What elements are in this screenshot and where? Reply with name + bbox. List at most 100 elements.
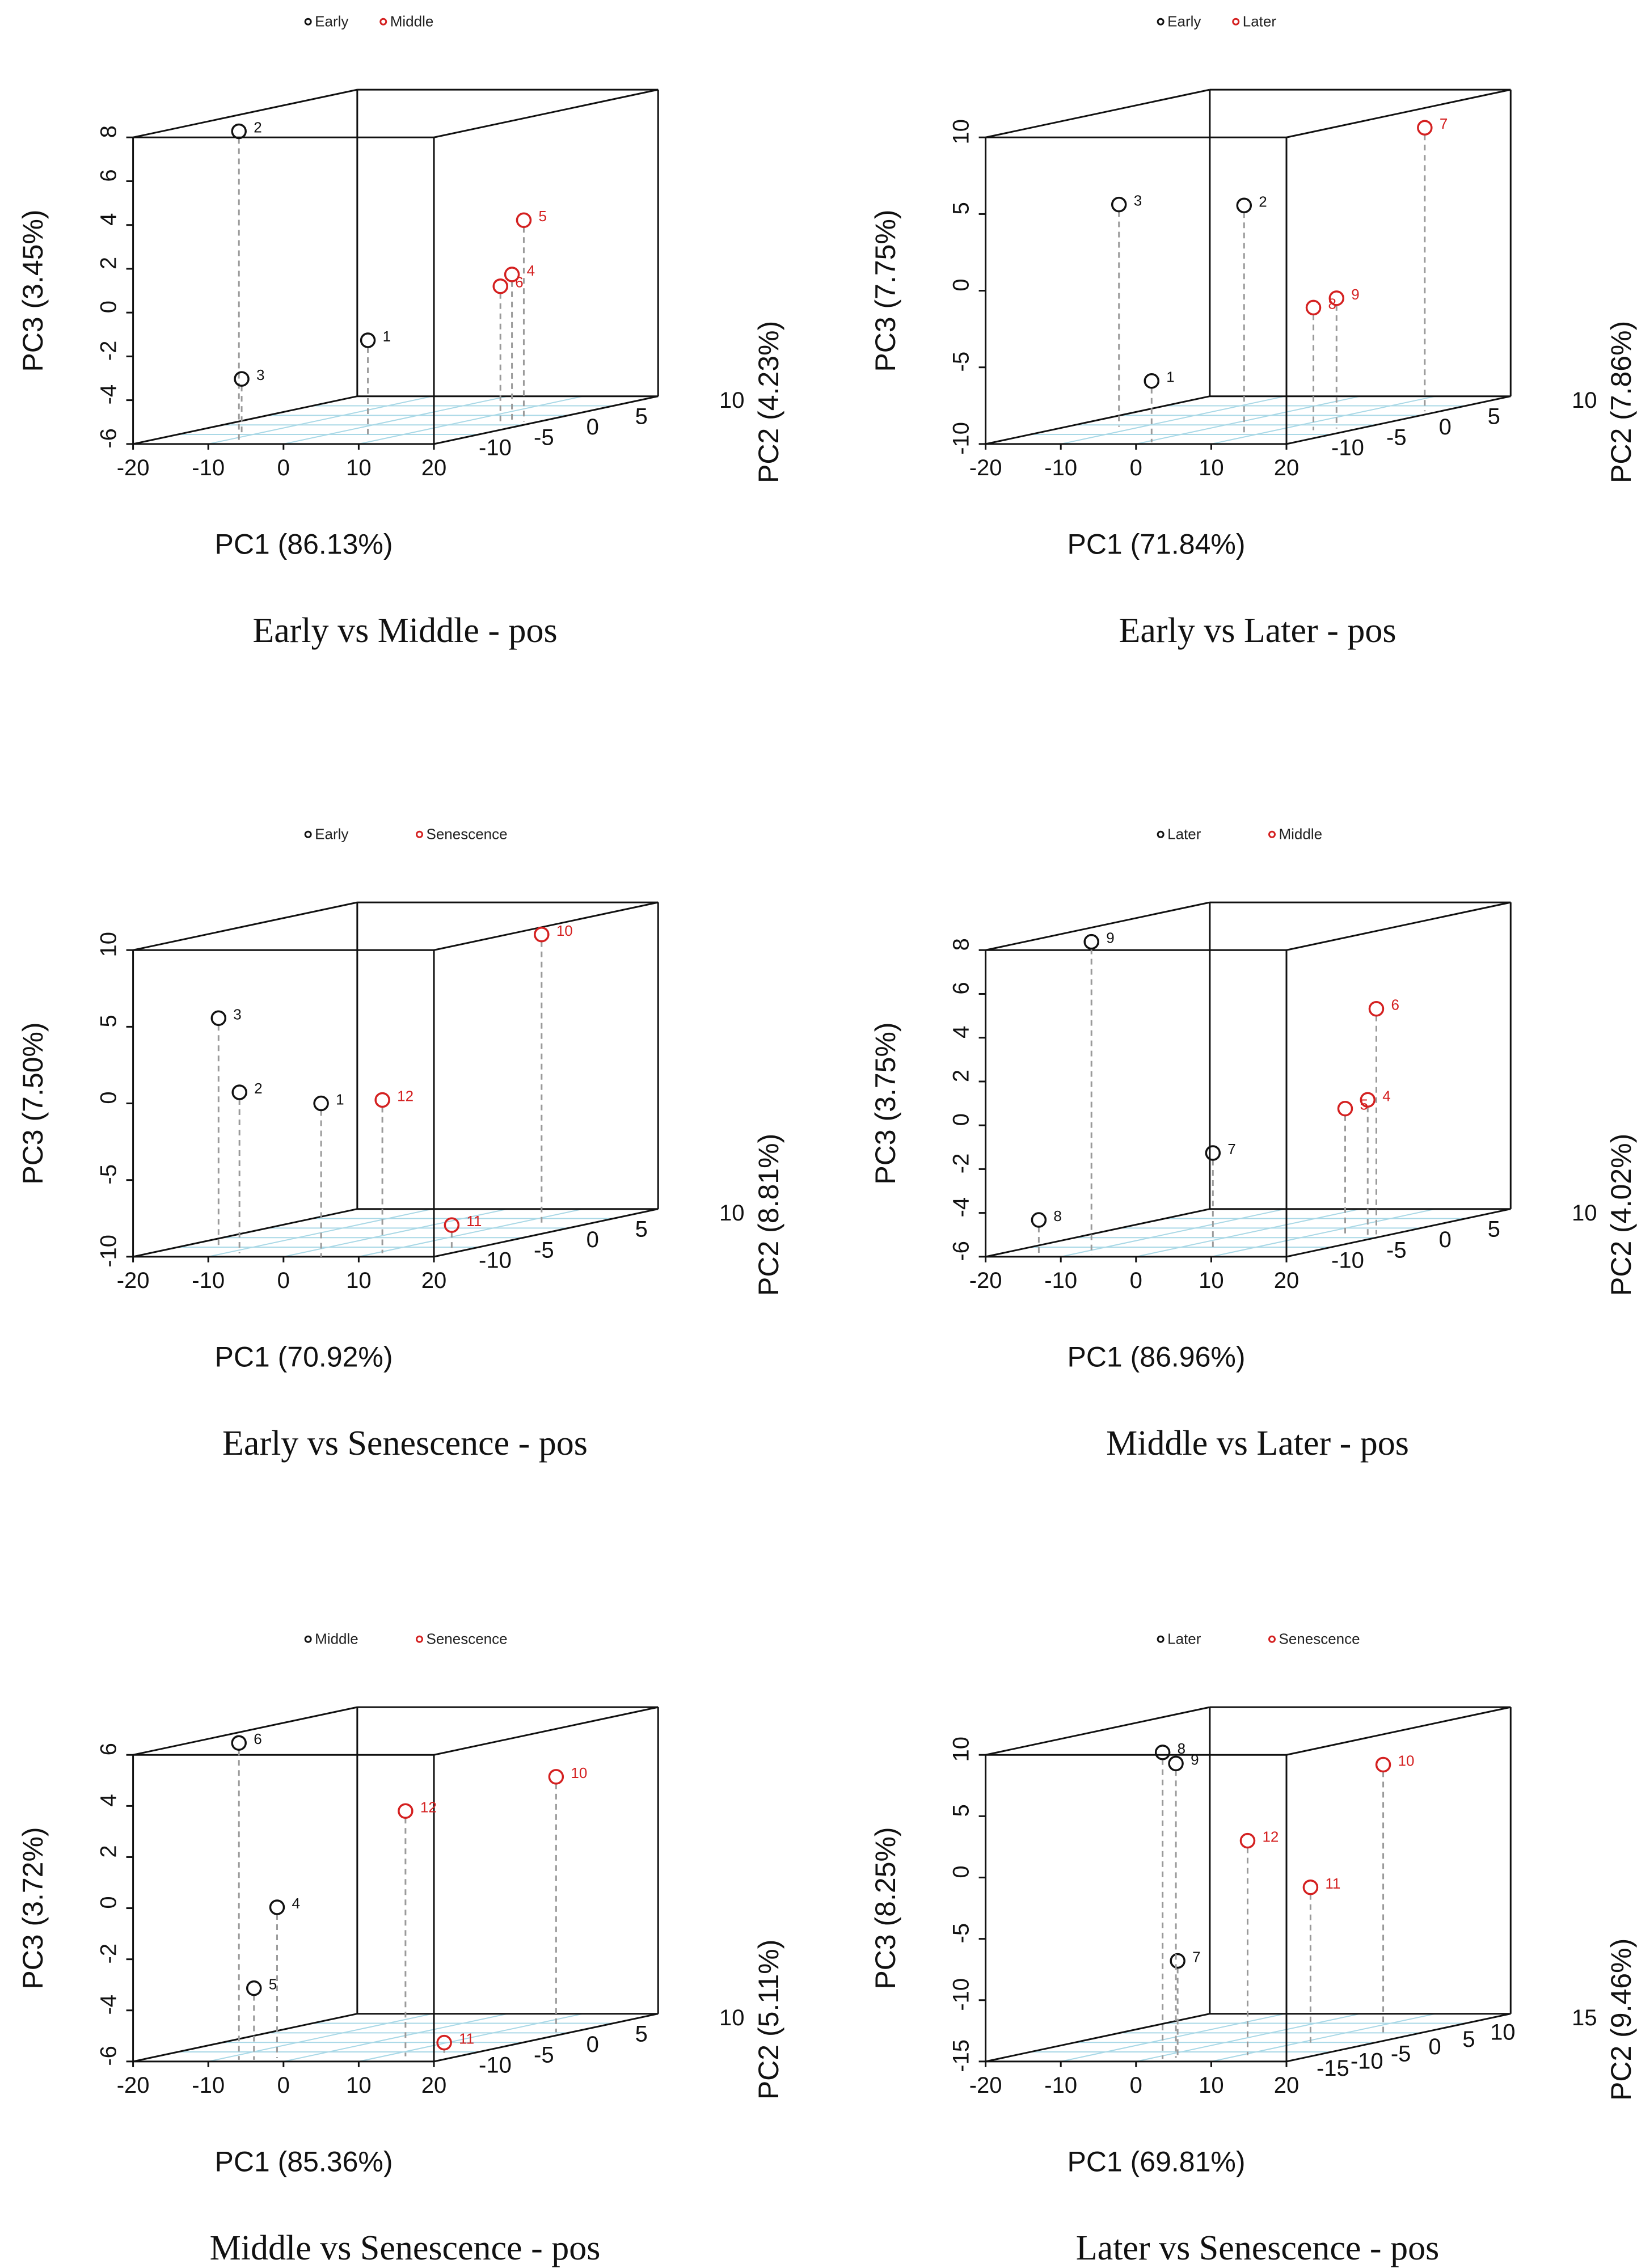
legend-marker-1 bbox=[1157, 1635, 1165, 1643]
panel-title: Later vs Senescence - pos bbox=[1076, 2229, 1439, 2267]
y-tick-label: 10 bbox=[719, 1201, 745, 1226]
box-edge bbox=[433, 88, 659, 138]
x-tick-label: -10 bbox=[192, 2073, 225, 2098]
box-edge bbox=[1286, 88, 1511, 138]
y-axis-label: PC2 (7.86%) bbox=[1605, 321, 1637, 483]
plot-box bbox=[132, 88, 659, 445]
point-2 bbox=[1236, 197, 1252, 214]
legend-marker-1 bbox=[304, 1635, 312, 1643]
floor-grid bbox=[985, 395, 1511, 445]
x-axis-label: PC1 (69.81%) bbox=[1067, 2146, 1245, 2178]
point-3 bbox=[1111, 196, 1127, 213]
z-tick-label: 6 bbox=[949, 982, 974, 994]
x-tick-label: -10 bbox=[192, 455, 225, 480]
box-edge bbox=[133, 88, 358, 138]
point-label-5: 5 bbox=[269, 1976, 277, 1993]
box-edge bbox=[433, 395, 659, 445]
z-tick-label: 4 bbox=[949, 1026, 974, 1038]
grid-line bbox=[283, 395, 508, 445]
y-tick-label: 10 bbox=[719, 2005, 745, 2030]
z-tick-label: 10 bbox=[96, 932, 121, 957]
x-tick-label: 0 bbox=[1130, 1268, 1142, 1293]
floor-grid bbox=[133, 1208, 659, 1257]
grid-line bbox=[283, 2013, 508, 2062]
y-tick-label: 0 bbox=[1439, 415, 1452, 440]
point-label-3: 3 bbox=[233, 1006, 241, 1023]
point-label-10: 10 bbox=[556, 922, 573, 939]
z-tick-label: 5 bbox=[949, 1804, 974, 1817]
x-tick-label: 0 bbox=[277, 455, 290, 480]
x-tick-label: 20 bbox=[421, 1268, 447, 1293]
z-tick-label: -5 bbox=[949, 352, 974, 372]
point-6 bbox=[492, 278, 508, 294]
x-tick-label: 0 bbox=[277, 2073, 290, 2098]
data-points: 7 89 10 11 12 bbox=[1154, 1740, 1415, 2059]
point-5 bbox=[1337, 1100, 1353, 1117]
point-label-2: 2 bbox=[254, 1080, 262, 1097]
grid-line bbox=[1060, 1208, 1285, 1257]
box-edge bbox=[985, 395, 1210, 445]
z-tick-label: -10 bbox=[949, 422, 974, 455]
x-tick-label: 10 bbox=[346, 455, 372, 480]
x-tick-label: 20 bbox=[1274, 1268, 1300, 1293]
plot-box bbox=[985, 1706, 1512, 2063]
point-label-9: 9 bbox=[1351, 286, 1359, 303]
data-points: 4 5 6 10 11 12 bbox=[231, 1730, 587, 2060]
x-tick-label: 10 bbox=[346, 1268, 372, 1293]
point-label-7: 7 bbox=[1227, 1141, 1235, 1158]
x-tick-label: -20 bbox=[969, 2073, 1002, 2098]
point-11 bbox=[1302, 1880, 1319, 1895]
x-axis-label: PC1 (71.84%) bbox=[1067, 529, 1245, 560]
point-label-11: 11 bbox=[459, 2030, 474, 2047]
z-tick-label: 0 bbox=[96, 301, 121, 313]
x-tick-label: 20 bbox=[421, 2073, 447, 2098]
y-tick-label: 0 bbox=[587, 1227, 599, 1252]
panel-title: Middle vs Senescence - pos bbox=[210, 2229, 601, 2267]
box-edge bbox=[133, 1706, 358, 1756]
point-label-10: 10 bbox=[1398, 1752, 1415, 1769]
box-edge bbox=[985, 2013, 1210, 2063]
legend-marker-1 bbox=[1157, 830, 1165, 838]
y-axis-label: PC2 (8.81%) bbox=[753, 1134, 784, 1296]
y-tick-label: -5 bbox=[1386, 1238, 1407, 1262]
z-axis: -6 -4 -2 0 2 4 6 PC3 (3.72%) bbox=[17, 1743, 133, 2066]
legend-label-2: Senescence bbox=[427, 1630, 508, 1647]
point-4 bbox=[269, 1899, 285, 1915]
z-tick-label: -4 bbox=[96, 1995, 121, 2015]
floor-grid bbox=[985, 1208, 1511, 1257]
y-axis-label: PC2 (5.11%) bbox=[753, 1940, 784, 2100]
point-label-3: 3 bbox=[256, 366, 264, 383]
point-label-4: 4 bbox=[292, 1895, 299, 1912]
z-axis-label: PC3 (3.75%) bbox=[870, 1022, 901, 1184]
z-axis: -6 -4 -2 0 2 4 6 8 PC3 (3.75%) bbox=[870, 938, 986, 1261]
point-label-8: 8 bbox=[1178, 1740, 1185, 1757]
point-3 bbox=[210, 1010, 227, 1027]
box-edge bbox=[133, 901, 358, 951]
z-tick-label: -5 bbox=[949, 1923, 974, 1944]
point-label-5: 5 bbox=[1360, 1096, 1368, 1113]
y-tick-label: 10 bbox=[1572, 388, 1597, 413]
y-axis: -10 -5 0 5 10 PC2 (4.23%) bbox=[479, 321, 784, 483]
z-tick-label: 2 bbox=[96, 1845, 121, 1857]
floor-grid bbox=[133, 395, 659, 445]
box-edge bbox=[1286, 901, 1511, 951]
point-9 bbox=[1168, 1755, 1184, 1772]
z-axis: -10 -5 0 5 10 PC3 (7.50%) bbox=[17, 932, 133, 1268]
z-tick-label: 0 bbox=[96, 1896, 121, 1908]
point-6 bbox=[1368, 1000, 1385, 1017]
z-tick-label: -4 bbox=[96, 385, 121, 405]
point-3 bbox=[234, 371, 250, 387]
legend-marker-2 bbox=[416, 1635, 423, 1643]
legend-label-2: Middle bbox=[1279, 825, 1323, 842]
point-8 bbox=[1305, 299, 1322, 316]
z-tick-label: -5 bbox=[96, 1164, 121, 1185]
x-tick-label: -20 bbox=[117, 2073, 150, 2098]
legend-label-1: Middle bbox=[315, 1630, 358, 1647]
legend-marker-2 bbox=[1232, 18, 1240, 26]
point-label-12: 12 bbox=[397, 1087, 414, 1104]
point-label-9: 9 bbox=[1191, 1751, 1199, 1768]
box-edge bbox=[1286, 2013, 1511, 2063]
point-label-2: 2 bbox=[1259, 193, 1267, 210]
panel-title: Middle vs Later - pos bbox=[1106, 1424, 1409, 1463]
